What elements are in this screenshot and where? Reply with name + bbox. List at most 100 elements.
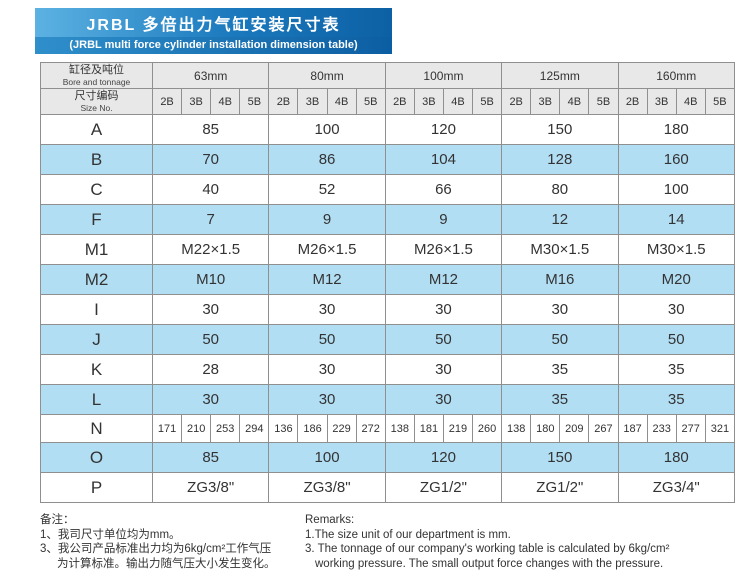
value-cell: 187 xyxy=(617,414,648,443)
value-cell: 136 xyxy=(268,414,299,443)
value-cell: 30 xyxy=(268,384,386,415)
header-size-code: 3B xyxy=(646,88,677,115)
remarks-en-line: 3. The tonnage of our company's working … xyxy=(305,543,670,555)
header-row-size-codes: 尺寸编码 Size No. 2B 3B 4B 5B 2B 3B 4B 5B 2B 3B 4B 5B 2B 3B… xyxy=(40,88,736,115)
value-cell: 50 xyxy=(501,324,619,355)
remarks-en-line: 1.The size unit of our department is mm. xyxy=(305,528,511,541)
remarks-cn-title: 备注： xyxy=(40,514,75,526)
value-cell: 9 xyxy=(384,204,503,235)
value-cell: 30 xyxy=(501,294,619,325)
row-label-M1: M1 xyxy=(40,234,153,265)
value-cell: 100 xyxy=(268,114,386,145)
value-cell: 70 xyxy=(151,144,270,175)
table-row: J 50 50 50 50 50 xyxy=(40,324,735,355)
value-cell: ZG3/8" xyxy=(151,472,270,503)
value-cell: 180 xyxy=(617,114,735,145)
page-banner: JRBL 多倍出力气缸安装尺寸表 (JRBL multi force cylin… xyxy=(35,8,392,54)
value-cell: 85 xyxy=(151,114,270,145)
value-cell: 30 xyxy=(151,294,270,325)
value-cell: 210 xyxy=(181,414,212,443)
value-cell: 272 xyxy=(355,414,386,443)
value-cell: 50 xyxy=(384,324,503,355)
header-size-code: 3B xyxy=(413,88,444,115)
header-row-bores: 缸径及吨位 Bore and tonnage 63mm 80mm 100mm 125mm 1… xyxy=(40,62,735,89)
value-cell: 260 xyxy=(472,414,503,443)
row-label-O: O xyxy=(40,442,153,473)
value-cell: M30×1.5 xyxy=(501,234,619,265)
value-cell: 229 xyxy=(326,414,357,443)
value-cell: 321 xyxy=(704,414,736,443)
table-body: A 85 100 120 150 180 B 70 86 104 128 160 C 40 52 66 80 10… xyxy=(40,114,736,503)
value-cell: 28 xyxy=(151,354,270,385)
remarks-cn: 备注： 1、我司尺寸单位均为mm。 3、我公司产品标准出力均为6kg/cm²工作… xyxy=(40,513,302,571)
value-cell: 80 xyxy=(501,174,619,205)
value-cell: 35 xyxy=(617,354,735,385)
value-cell: ZG3/8" xyxy=(268,472,386,503)
value-cell: 186 xyxy=(297,414,328,443)
value-cell: 50 xyxy=(617,324,735,355)
table-head: 缸径及吨位 Bore and tonnage 63mm 80mm 100mm 125mm 1… xyxy=(40,62,736,115)
header-size-code: 5B xyxy=(472,88,503,115)
value-cell: 120 xyxy=(384,442,503,473)
value-cell: 35 xyxy=(617,384,735,415)
value-cell: 100 xyxy=(617,174,735,205)
header-size-no: 尺寸编码 Size No. xyxy=(40,88,153,115)
header-size-code: 2B xyxy=(617,88,648,115)
row-label-N: N xyxy=(40,414,153,443)
header-size-code: 3B xyxy=(530,88,561,115)
row-label-L: L xyxy=(40,384,153,415)
value-cell: 40 xyxy=(151,174,270,205)
value-cell: 150 xyxy=(501,442,619,473)
table-row: O 85 100 120 150 180 xyxy=(40,442,735,473)
banner-title-cn: JRBL 多倍出力气缸安装尺寸表 xyxy=(35,8,392,37)
value-cell: 86 xyxy=(268,144,386,175)
header-bore-tonnage-cn: 缸径及吨位 xyxy=(69,64,124,76)
table-row: B 70 86 104 128 160 xyxy=(40,144,735,175)
value-cell: 128 xyxy=(501,144,619,175)
header-size-code: 4B xyxy=(442,88,474,115)
table-row: L 30 30 30 35 35 xyxy=(40,384,735,415)
header-size-code: 4B xyxy=(326,88,357,115)
header-size-code: 5B xyxy=(588,88,619,115)
value-cell: ZG3/4" xyxy=(617,472,735,503)
table-row: K 28 30 30 35 35 xyxy=(40,354,735,385)
header-bore-size: 80mm xyxy=(268,62,386,89)
header-size-no-cn: 尺寸编码 xyxy=(74,90,119,102)
value-cell: 180 xyxy=(530,414,561,443)
value-cell: 171 xyxy=(151,414,183,443)
value-cell: 267 xyxy=(588,414,619,443)
row-label-A: A xyxy=(40,114,153,145)
value-cell: 277 xyxy=(675,414,706,443)
value-cell: M26×1.5 xyxy=(384,234,503,265)
value-cell: M16 xyxy=(501,264,619,295)
value-cell: 50 xyxy=(268,324,386,355)
value-cell: M10 xyxy=(151,264,270,295)
remarks-cn-line: 为计算标准。输出力随气压大小发生变化。 xyxy=(57,557,276,570)
value-cell: 104 xyxy=(384,144,503,175)
value-cell: 233 xyxy=(646,414,677,443)
value-cell: M26×1.5 xyxy=(268,234,386,265)
header-size-code: 2B xyxy=(384,88,415,115)
header-size-code: 5B xyxy=(239,88,270,115)
row-label-J: J xyxy=(40,324,153,355)
remarks-en: Remarks: 1.The size unit of our departme… xyxy=(305,513,745,571)
table-row: A 85 100 120 150 180 xyxy=(40,114,735,145)
header-bore-size: 125mm xyxy=(501,62,619,89)
value-cell: 7 xyxy=(151,204,270,235)
value-cell: 30 xyxy=(384,354,503,385)
value-cell: M12 xyxy=(384,264,503,295)
header-bore-size: 100mm xyxy=(384,62,503,89)
value-cell: M30×1.5 xyxy=(617,234,735,265)
row-label-P: P xyxy=(40,472,153,503)
value-cell: 253 xyxy=(210,414,241,443)
value-cell: ZG1/2" xyxy=(501,472,619,503)
header-bore-size: 63mm xyxy=(151,62,270,89)
value-cell: 294 xyxy=(239,414,270,443)
value-cell: M12 xyxy=(268,264,386,295)
value-cell: 14 xyxy=(617,204,735,235)
value-cell: 138 xyxy=(384,414,415,443)
header-bore-size: 160mm xyxy=(617,62,735,89)
value-cell: 30 xyxy=(617,294,735,325)
value-cell: 85 xyxy=(151,442,270,473)
value-cell: 160 xyxy=(617,144,735,175)
